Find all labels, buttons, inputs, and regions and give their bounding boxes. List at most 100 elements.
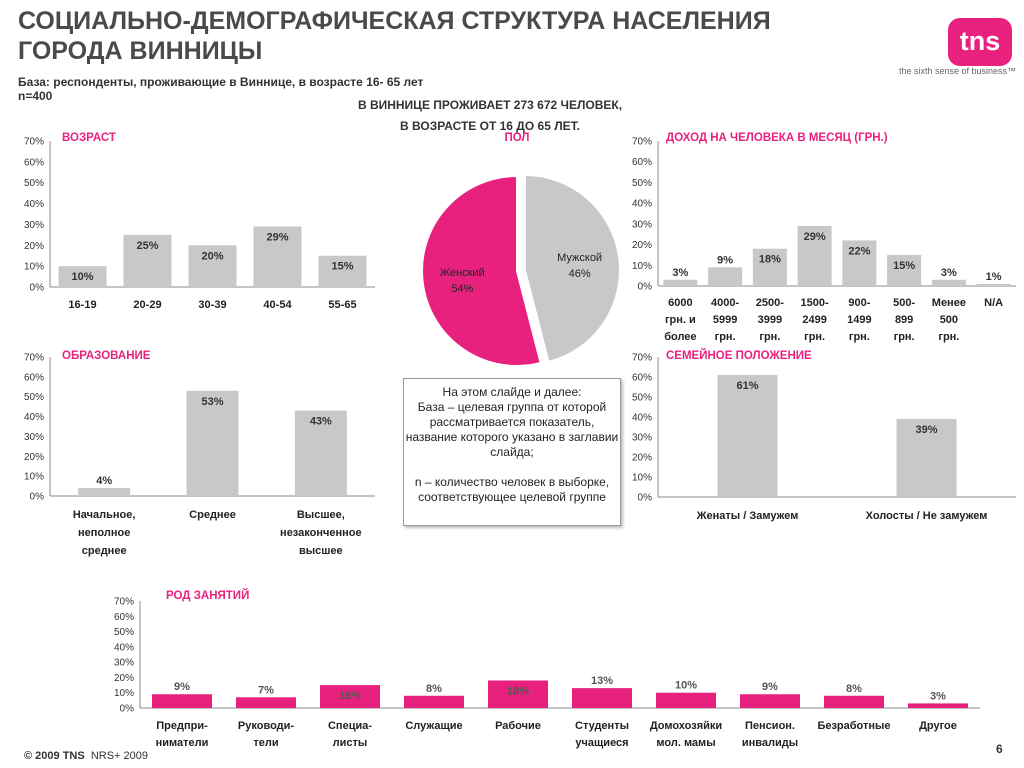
education-category-label: неполное [78, 527, 130, 539]
gender-slice-label: 46% [569, 268, 591, 280]
income-ytick: 0% [638, 282, 653, 293]
income-data-label: 22% [848, 245, 870, 257]
gender-slice-label: 54% [451, 283, 473, 295]
income-bar [931, 279, 966, 286]
income-ytick: 10% [632, 261, 652, 272]
marital-bar [896, 419, 957, 497]
income-category-label: 5999 [713, 314, 737, 326]
occupation-ytick: 0% [120, 704, 135, 715]
population-headline: В ВИННИЦЕ ПРОЖИВАЕТ 273 672 ЧЕЛОВЕК, В В… [312, 95, 668, 137]
occupation-ytick: 30% [114, 658, 134, 669]
education-ytick: 20% [24, 452, 44, 463]
occupation-category-label: инвалиды [742, 737, 798, 749]
income-bar [708, 267, 743, 286]
education-data-label: 4% [96, 475, 112, 487]
sample-size: n=400 [18, 89, 53, 103]
occupation-category-label: листы [333, 737, 368, 749]
income-data-label: 3% [672, 267, 688, 279]
age-category-label: 55-65 [328, 299, 356, 311]
education-ytick: 60% [24, 372, 44, 383]
income-category-label: грн. [715, 331, 736, 343]
marital-data-label: 39% [915, 424, 937, 436]
income-ytick: 20% [632, 240, 652, 251]
income-ytick: 40% [632, 199, 652, 210]
age-data-label: 29% [266, 232, 288, 244]
occupation-category-label: тели [253, 737, 278, 749]
occupation-ytick: 60% [114, 612, 134, 623]
note-line-2: База – целевая группа от которой рассмат… [405, 400, 619, 459]
marital-category-label: Холосты / Не замужем [866, 510, 988, 522]
education-bar [78, 488, 131, 496]
income-bar [976, 283, 1011, 286]
occupation-data-label: 8% [426, 683, 442, 695]
age-ytick: 60% [24, 157, 44, 168]
occupation-data-label: 9% [762, 681, 778, 693]
headline-line-1: В ВИННИЦЕ ПРОЖИВАЕТ 273 672 ЧЕЛОВЕК, [357, 98, 623, 112]
income-bar [752, 248, 787, 286]
age-data-label: 20% [201, 250, 223, 262]
income-ytick: 70% [632, 137, 652, 148]
occupation-data-label: 10% [675, 680, 697, 692]
gender-slice-name: Женский [440, 267, 485, 279]
income-ytick: 30% [632, 219, 652, 230]
age-bar [318, 255, 367, 287]
education-category-label: незаконченное [280, 527, 362, 539]
income-category-label: грн. [759, 331, 780, 343]
occupation-data-label: 9% [174, 681, 190, 693]
gender-pie-slice [523, 173, 621, 364]
occupation-bar [656, 692, 716, 708]
income-category-label: 1499 [847, 314, 871, 326]
occupation-ytick: 50% [114, 627, 134, 638]
marital-category-label: Женаты / Замужем [696, 510, 799, 522]
occupation-bar [908, 703, 968, 708]
income-category-label: 2499 [802, 314, 826, 326]
marital-ytick: 50% [632, 393, 652, 404]
occupation-category-label: Безработные [817, 720, 890, 732]
occupation-chart-title: РОД ЗАНЯТИЙ [166, 589, 249, 602]
marital-ytick: 70% [632, 353, 652, 364]
age-category-label: 20-29 [133, 299, 161, 311]
data-source: NRS+ 2009 [90, 750, 149, 762]
occupation-category-label: Служащие [405, 720, 462, 732]
marital-bar [717, 375, 778, 497]
education-ytick: 40% [24, 412, 44, 423]
occupation-category-label: Специа- [328, 720, 372, 732]
age-category-label: 40-54 [263, 299, 292, 311]
income-category-label: грн. [849, 331, 870, 343]
education-ytick: 30% [24, 432, 44, 443]
occupation-category-label: Другое [919, 720, 957, 732]
age-chart-title: ВОЗРАСТ [62, 132, 116, 144]
occupation-category-label: Предпри- [156, 720, 208, 732]
occupation-bar [572, 688, 632, 708]
income-chart-title: ДОХОД НА ЧЕЛОВЕКА В МЕСЯЦ (ГРН.) [666, 132, 888, 144]
education-ytick: 10% [24, 472, 44, 483]
education-ytick: 0% [30, 492, 45, 503]
tns-logo: tns [948, 18, 1012, 66]
occupation-category-label: Студенты [575, 720, 629, 732]
occupation-data-label: 3% [930, 690, 946, 702]
income-bar [887, 254, 922, 286]
income-category-label: грн. [804, 331, 825, 343]
occupation-category-label: мол. мамы [656, 737, 715, 749]
income-category-label: 500 [940, 314, 958, 326]
education-category-label: Начальное, [73, 509, 136, 521]
occupation-category-label: ниматели [156, 737, 209, 749]
occupation-data-label: 13% [591, 675, 613, 687]
occupation-category-label: Руководи- [238, 720, 294, 732]
education-chart-title: ОБРАЗОВАНИЕ [62, 350, 151, 362]
age-ytick: 0% [30, 283, 45, 294]
occupation-ytick: 20% [114, 673, 134, 684]
age-ytick: 40% [24, 199, 44, 210]
occupation-data-label: 8% [846, 683, 862, 695]
base-line: База: респонденты, проживающие в Виннице… [18, 75, 424, 89]
income-category-label: 6000 [668, 297, 692, 309]
marital-ytick: 30% [632, 433, 652, 444]
income-data-label: 18% [759, 254, 781, 266]
marital-data-label: 61% [736, 380, 758, 392]
occupation-ytick: 70% [114, 597, 134, 608]
footer: © 2009 TNS NRS+ 2009 [24, 750, 148, 762]
occupation-category-label: учащиеся [575, 737, 628, 749]
marital-ytick: 40% [632, 413, 652, 424]
occupation-data-label: 18% [507, 685, 529, 697]
occupation-category-label: Рабочие [495, 720, 541, 732]
